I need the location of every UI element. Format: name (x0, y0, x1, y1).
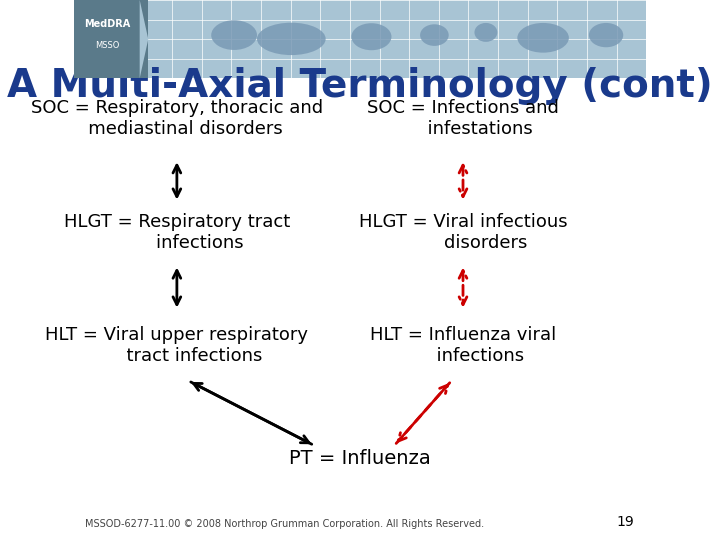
Text: HLT = Viral upper respiratory
      tract infections: HLT = Viral upper respiratory tract infe… (45, 326, 308, 365)
Ellipse shape (351, 23, 392, 50)
FancyArrowPatch shape (459, 165, 467, 197)
Ellipse shape (420, 24, 449, 46)
Ellipse shape (474, 23, 498, 42)
Text: HLGT = Viral infectious
        disorders: HLGT = Viral infectious disorders (359, 213, 567, 252)
Text: SOC = Infections and
      infestations: SOC = Infections and infestations (367, 99, 559, 138)
Text: PT = Influenza: PT = Influenza (289, 449, 431, 469)
Ellipse shape (589, 23, 624, 47)
FancyArrowPatch shape (396, 385, 448, 443)
Text: 19: 19 (617, 515, 634, 529)
Text: SOC = Respiratory, thoracic and
   mediastinal disorders: SOC = Respiratory, thoracic and mediasti… (31, 99, 323, 138)
Text: HLGT = Respiratory tract
        infections: HLGT = Respiratory tract infections (64, 213, 290, 252)
FancyBboxPatch shape (74, 0, 148, 78)
FancyArrowPatch shape (459, 271, 467, 305)
FancyArrowPatch shape (194, 383, 312, 444)
FancyArrowPatch shape (173, 271, 181, 305)
Text: MedDRA: MedDRA (84, 19, 130, 29)
Ellipse shape (257, 23, 325, 55)
Text: MSSO: MSSO (95, 42, 120, 50)
Polygon shape (140, 0, 148, 78)
Ellipse shape (518, 23, 569, 52)
Text: A Multi-Axial Terminology (cont): A Multi-Axial Terminology (cont) (7, 68, 713, 105)
FancyArrowPatch shape (398, 383, 450, 441)
FancyBboxPatch shape (74, 0, 646, 78)
Text: HLT = Influenza viral
      infections: HLT = Influenza viral infections (370, 326, 556, 365)
FancyArrowPatch shape (191, 382, 309, 443)
Text: MSSOD-6277-11.00 © 2008 Northrop Grumman Corporation. All Rights Reserved.: MSSOD-6277-11.00 © 2008 Northrop Grumman… (85, 519, 485, 529)
Ellipse shape (211, 20, 257, 50)
FancyArrowPatch shape (173, 165, 181, 197)
